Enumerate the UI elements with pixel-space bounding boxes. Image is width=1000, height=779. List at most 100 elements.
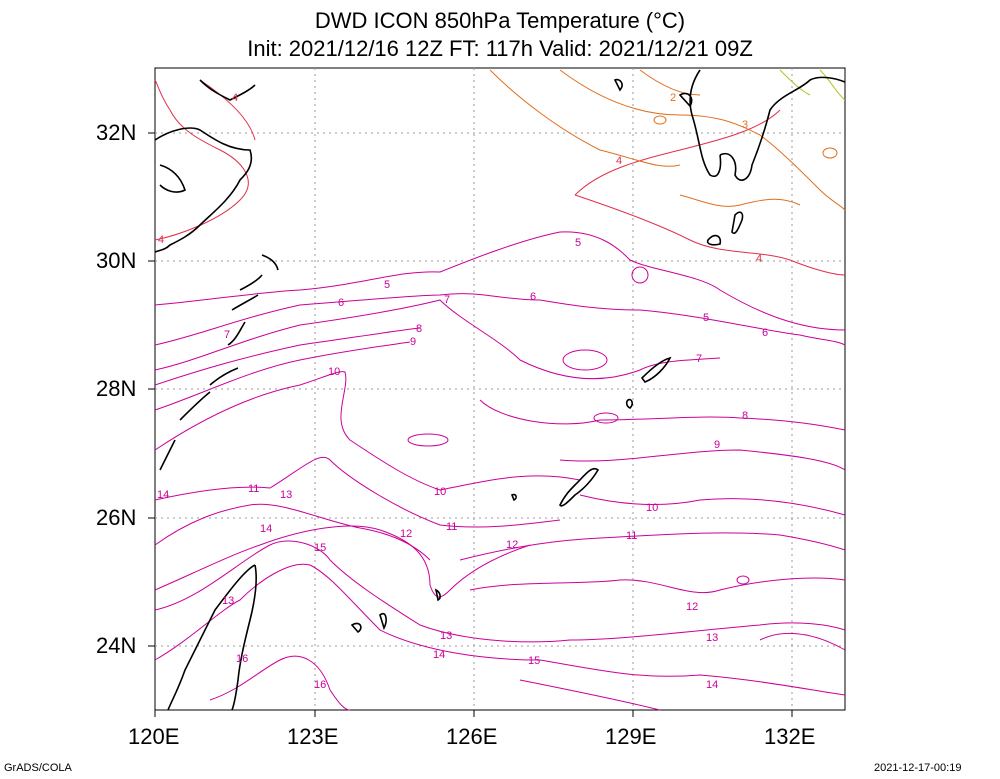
lon-label: 123E <box>287 724 339 749</box>
contour-label: 16 <box>314 679 326 691</box>
lat-label: 32N <box>96 120 137 145</box>
contour-line <box>209 655 351 711</box>
contour-label: 13 <box>440 630 452 642</box>
china-coast <box>159 164 186 193</box>
contour-label: 7 <box>696 353 702 365</box>
contour-label: 2 <box>670 92 676 104</box>
contour-label: 12 <box>400 528 412 540</box>
contour-label: 7 <box>224 329 230 341</box>
contour-label: 16 <box>236 653 248 665</box>
contour-closed <box>407 433 449 447</box>
contour-label: 9 <box>714 439 720 451</box>
contour-line <box>154 299 721 380</box>
lat-label: 28N <box>96 376 137 401</box>
contour-line <box>154 503 431 561</box>
sakishima-islands <box>350 612 387 634</box>
contour-line <box>154 456 561 528</box>
contour-closed <box>653 115 667 125</box>
contour-label: 15 <box>528 655 540 667</box>
contour-label: 11 <box>446 521 457 533</box>
contour-line <box>154 327 421 386</box>
contour-label: 10 <box>328 366 340 378</box>
contour-line <box>579 494 846 516</box>
contour-label: 13 <box>222 595 234 607</box>
contour-line <box>519 679 661 711</box>
contour-label: 8 <box>742 410 748 422</box>
lon-label: 129E <box>605 724 657 749</box>
contour-labels: 2 3 4 4 4 4 5 5 5 6 6 6 7 7 7 8 8 9 9 10… <box>157 92 768 691</box>
island <box>613 78 623 92</box>
contour-line <box>154 79 249 241</box>
contour-label: 8 <box>416 323 422 335</box>
contour-label: 6 <box>762 327 768 339</box>
island <box>510 493 517 502</box>
contour-line <box>154 231 846 331</box>
contour-label: 11 <box>626 530 637 542</box>
contour-line <box>154 341 411 411</box>
temperature-contours <box>154 69 846 711</box>
contour-label: 5 <box>384 279 390 291</box>
china-coast <box>199 79 256 101</box>
contour-closed <box>822 147 838 159</box>
china-coast <box>154 127 253 253</box>
contour-label: 4 <box>756 253 762 265</box>
footer-timestamp: 2021-12-17-00:19 <box>874 762 962 774</box>
contour-label: 14 <box>260 523 272 535</box>
china-coast <box>261 254 279 271</box>
axis-ticks <box>148 132 793 717</box>
contour-line <box>469 577 846 594</box>
kyushu-coast <box>689 69 846 181</box>
contour-label: 7 <box>444 294 450 306</box>
contour-closed <box>736 575 750 585</box>
contour-label: 12 <box>506 539 518 551</box>
yakushima-island <box>706 234 722 246</box>
coastlines <box>154 69 846 711</box>
contour-closed <box>631 266 649 284</box>
contour-line <box>559 449 846 471</box>
lat-label: 30N <box>96 248 137 273</box>
contour-line <box>154 371 581 491</box>
contour-line <box>679 194 801 207</box>
contour-closed <box>593 412 619 424</box>
contour-label: 9 <box>410 336 416 348</box>
lon-label: 132E <box>764 724 816 749</box>
contour-label: 14 <box>433 649 445 661</box>
amami-island <box>640 356 672 383</box>
contour-label: 13 <box>706 632 718 644</box>
island <box>678 92 693 108</box>
contour-label: 14 <box>706 679 718 691</box>
island <box>625 398 633 409</box>
contour-label: 11 <box>248 483 259 495</box>
contour-label: 12 <box>686 601 698 613</box>
map-title: DWD ICON 850hPa Temperature (°C) <box>314 8 686 33</box>
contour-label: 5 <box>575 237 581 249</box>
contour-label: 3 <box>742 119 748 131</box>
contour-label: 6 <box>338 297 344 309</box>
contour-line <box>154 540 846 643</box>
china-coast <box>159 274 263 471</box>
map-subtitle: Init: 2021/12/16 12Z FT: 117h Valid: 202… <box>247 36 753 61</box>
island <box>434 588 441 602</box>
lat-label: 24N <box>96 633 137 658</box>
contour-label: 10 <box>646 502 658 514</box>
tanegashima-island <box>731 211 744 235</box>
contour-label: 15 <box>314 542 326 554</box>
contour-line <box>154 525 531 598</box>
contour-line <box>199 79 256 141</box>
lon-label: 120E <box>128 724 180 749</box>
contour-line <box>779 69 811 96</box>
contour-line <box>639 69 701 96</box>
contour-label: 6 <box>530 291 536 303</box>
contour-label: 10 <box>434 486 446 498</box>
contour-label: 14 <box>157 489 169 501</box>
graticule <box>155 68 845 710</box>
lat-label: 26N <box>96 505 137 530</box>
contour-label: 5 <box>703 312 709 324</box>
contour-line <box>759 632 846 651</box>
contour-line <box>479 399 846 431</box>
contour-line <box>559 69 846 211</box>
contour-line <box>819 69 846 101</box>
contour-label: 4 <box>158 234 164 246</box>
contour-label: 4 <box>616 155 622 167</box>
